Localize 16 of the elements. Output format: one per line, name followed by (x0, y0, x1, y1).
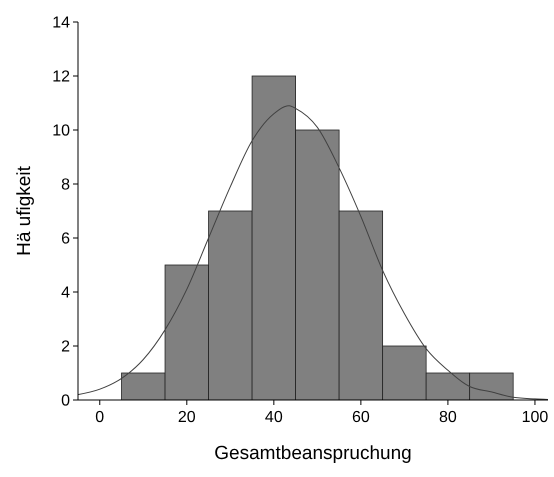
y-tick-label: 8 (61, 176, 70, 194)
y-axis-title: Hä ufigkeit (14, 165, 35, 256)
y-tick-label: 2 (61, 338, 70, 356)
x-axis-title: Gesamtbeanspruchung (214, 443, 412, 464)
y-tick-label: 14 (52, 14, 70, 32)
x-tick-label: 100 (522, 409, 548, 426)
y-tick-label: 6 (61, 230, 70, 248)
y-tick-label: 4 (61, 284, 70, 302)
x-tick-label: 0 (95, 409, 104, 426)
y-tick-label: 0 (61, 392, 70, 410)
x-tick-label: 60 (352, 409, 370, 426)
x-tick-label: 40 (264, 409, 283, 426)
y-tick-label: 10 (52, 122, 70, 140)
y-tick-label: 12 (52, 68, 70, 86)
x-tick-label: 80 (439, 409, 457, 426)
x-tick-label: 20 (178, 409, 196, 426)
